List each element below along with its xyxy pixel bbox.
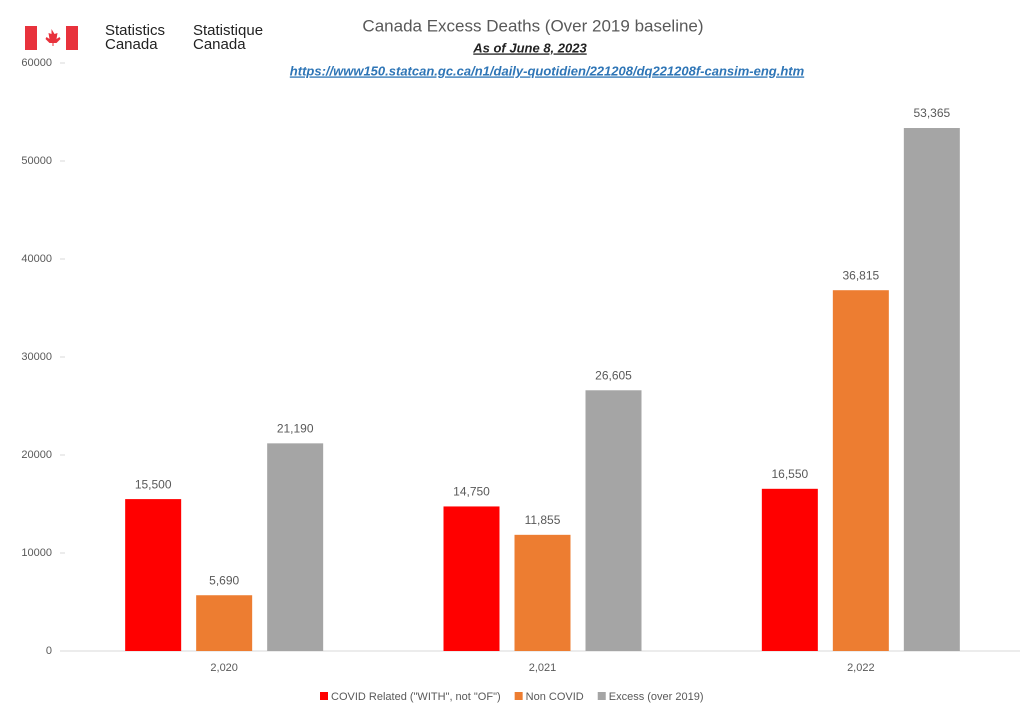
bar	[443, 506, 500, 651]
value-label: 21,190	[277, 422, 314, 436]
legend-swatch	[597, 692, 606, 700]
maple-leaf	[45, 29, 61, 46]
value-label: 36,815	[842, 268, 879, 282]
y-tick-label: 30000	[21, 351, 52, 363]
logo: Statistics Canada Statistique Canada	[25, 22, 263, 53]
value-label: 5,690	[209, 573, 239, 587]
y-tick-label: 50000	[21, 155, 52, 167]
source-link[interactable]: https://www150.statcan.gc.ca/n1/daily-qu…	[290, 63, 805, 78]
value-label: 16,550	[771, 467, 808, 481]
x-tick-label: 2,022	[847, 662, 875, 674]
value-label: 11,855	[525, 513, 561, 527]
legend-swatch	[320, 692, 328, 700]
flag-band	[25, 26, 37, 50]
y-tick-label: 0	[46, 645, 52, 657]
logo-text: Canada	[193, 36, 246, 53]
bar	[761, 488, 818, 651]
value-label: 15,500	[135, 477, 172, 491]
value-label: 53,365	[913, 106, 950, 120]
x-tick-label: 2,020	[210, 662, 238, 674]
chart-subtitle: As of June 8, 2023	[472, 40, 587, 55]
value-label: 26,605	[595, 368, 632, 382]
bar	[903, 128, 960, 651]
bar	[832, 290, 889, 651]
y-tick-label: 10000	[21, 547, 52, 559]
legend-swatch	[514, 692, 523, 700]
chart-title: Canada Excess Deaths (Over 2019 baseline…	[362, 16, 703, 35]
logo-text: Statistics	[105, 22, 165, 39]
value-label: 14,750	[453, 485, 490, 499]
legend-label: Excess (over 2019)	[609, 691, 704, 703]
y-tick-label: 20000	[21, 449, 52, 461]
y-tick-label: 40000	[21, 253, 52, 265]
logo-text: Statistique	[193, 22, 263, 39]
logo-text: Canada	[105, 36, 158, 53]
bar	[585, 390, 642, 651]
legend-label: Non COVID	[526, 691, 584, 703]
flag-band	[66, 26, 78, 50]
bar	[514, 534, 571, 651]
bar	[125, 499, 182, 651]
bar	[267, 443, 324, 651]
x-tick-label: 2,021	[529, 662, 557, 674]
y-tick-label: 60000	[21, 57, 52, 69]
legend-label: COVID Related ("WITH", not "OF")	[331, 691, 501, 703]
bar	[196, 595, 253, 651]
